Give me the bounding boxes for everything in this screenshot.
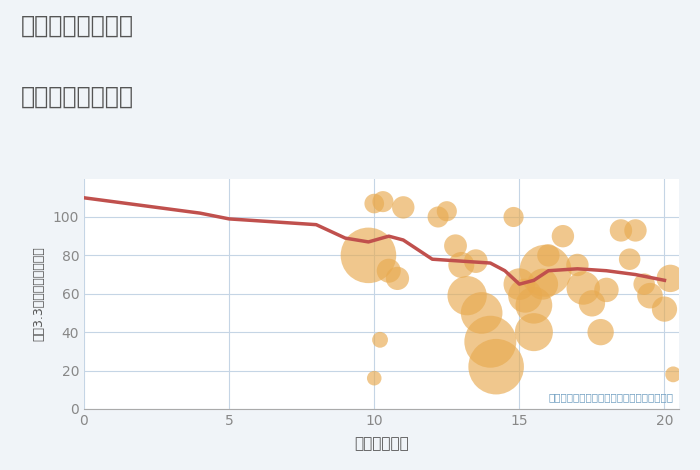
Point (369, 200, 380, 207)
Point (433, 213, 444, 221)
Point (665, 274, 676, 282)
Point (514, 281, 525, 288)
Point (659, 306, 670, 313)
Point (572, 261, 583, 269)
Point (398, 204, 409, 211)
Point (456, 261, 467, 269)
Point (519, 292, 531, 299)
Y-axis label: 坪（3.3㎡）単価（万円）: 坪（3.3㎡）単価（万円） (33, 246, 46, 341)
Point (377, 198, 388, 205)
Point (461, 292, 472, 299)
Point (630, 227, 641, 234)
Point (441, 207, 452, 215)
Point (491, 363, 502, 370)
Point (557, 233, 568, 240)
Point (537, 281, 548, 288)
Point (392, 274, 403, 282)
Point (601, 286, 612, 294)
Point (645, 292, 656, 299)
Point (540, 267, 551, 274)
Point (578, 284, 589, 292)
Text: 円の大きさは、取引のあった物件面積を示す: 円の大きさは、取引のあった物件面積を示す (548, 392, 673, 402)
Point (369, 375, 380, 382)
Point (476, 309, 487, 317)
Point (615, 227, 626, 234)
Point (624, 256, 636, 263)
Point (484, 338, 496, 345)
Point (542, 251, 554, 259)
Point (595, 329, 606, 336)
Point (470, 258, 482, 265)
Point (374, 336, 386, 344)
Point (450, 242, 461, 250)
Point (668, 370, 679, 378)
Point (363, 251, 374, 259)
Point (587, 299, 598, 307)
Point (383, 267, 394, 274)
Point (638, 281, 650, 288)
Point (528, 329, 540, 336)
Text: 駅距離別土地価格: 駅距離別土地価格 (21, 85, 134, 109)
X-axis label: 駅距離（分）: 駅距離（分） (354, 436, 409, 451)
Text: 埼玉県朝霞市岡の: 埼玉県朝霞市岡の (21, 14, 134, 38)
Point (508, 213, 519, 221)
Point (528, 302, 540, 309)
